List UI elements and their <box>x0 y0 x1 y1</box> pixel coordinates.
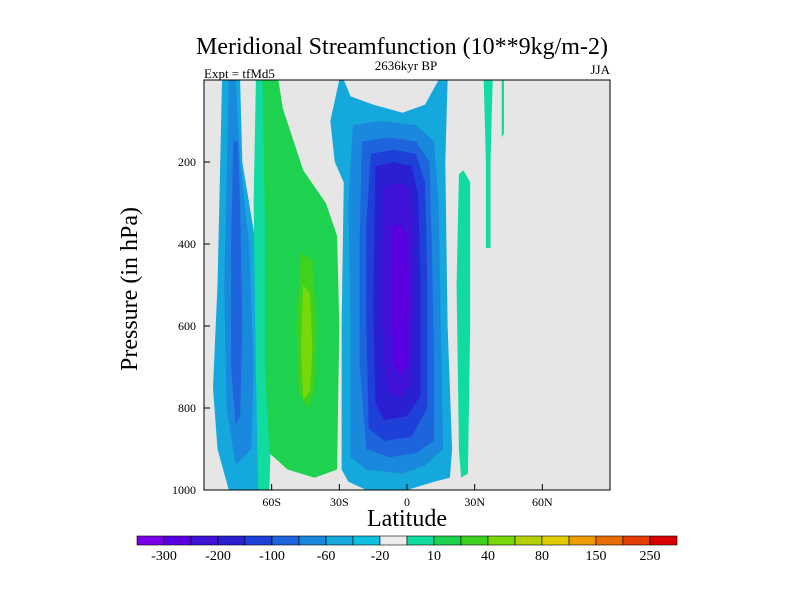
y-tick-label: 400 <box>178 237 196 251</box>
colorbar-label: -20 <box>371 549 390 564</box>
y-axis-ticks: 200 400 600 800 1000 <box>172 155 210 497</box>
y-tick-label: 600 <box>178 319 196 333</box>
colorbar-swatch <box>406 535 435 546</box>
colorbar-swatch <box>271 535 300 546</box>
experiment-label: Expt = tfMd5 <box>204 66 275 81</box>
colorbar-swatch <box>514 535 543 546</box>
colorbar-swatch <box>568 535 597 546</box>
x-tick-label: 0 <box>404 495 410 509</box>
colorbar-swatch <box>487 535 516 546</box>
colorbar-label: 10 <box>427 549 441 564</box>
colorbar-swatch <box>622 535 651 546</box>
x-axis-ticks: 60S 30S 0 30N 60N <box>262 484 553 509</box>
x-tick-label: 60N <box>532 495 553 509</box>
colorbar-label: -200 <box>205 549 231 564</box>
colorbar-label: 80 <box>535 549 549 564</box>
colorbar-swatch <box>460 535 489 546</box>
colorbar-label: 150 <box>586 549 607 564</box>
colorbar-swatch <box>325 535 354 546</box>
region-eq-purple-core <box>391 223 410 376</box>
colorbar-swatch <box>541 535 570 546</box>
colorbar-label: 250 <box>640 549 661 564</box>
region-nh-teal-high <box>483 80 493 249</box>
x-tick-label: 30N <box>464 495 485 509</box>
colorbar-swatch <box>379 535 408 546</box>
colorbar-swatch <box>352 535 381 546</box>
colorbar-label: -60 <box>317 549 336 564</box>
colorbar-swatch <box>190 535 219 546</box>
y-tick-label: 200 <box>178 155 196 169</box>
contour-regions <box>213 80 504 490</box>
colorbar-swatch <box>136 535 165 546</box>
colorbar-swatch <box>433 535 462 546</box>
y-tick-label: 800 <box>178 401 196 415</box>
period-label: 2636kyr BP <box>375 58 437 73</box>
x-tick-label: 30S <box>330 495 349 509</box>
region-sh-yellow-green <box>301 285 313 400</box>
colorbar-swatch <box>298 535 327 546</box>
region-nh-teal-thin <box>456 170 471 478</box>
x-tick-label: 60S <box>262 495 281 509</box>
x-axis-label: Latitude <box>367 506 447 532</box>
colorbar-label: 40 <box>481 549 495 564</box>
colorbar-swatch <box>163 535 192 546</box>
season-label: JJA <box>590 62 610 77</box>
colorbar-swatch <box>217 535 246 546</box>
region-nh-teal-sliver <box>501 80 504 138</box>
colorbar-label: -300 <box>151 549 177 564</box>
colorbar: -300 -200 -100 -60 -20 10 40 80 150 250 <box>136 535 678 564</box>
colorbar-swatch <box>649 535 678 546</box>
chart-title: Meridional Streamfunction (10**9kg/m-2) <box>196 34 608 60</box>
colorbar-label: -100 <box>259 549 285 564</box>
colorbar-swatch <box>595 535 624 546</box>
colorbar-swatch <box>244 535 273 546</box>
region-sh-core-blue <box>231 141 243 425</box>
y-axis-label: Pressure (in hPa) <box>117 207 143 371</box>
y-tick-label: 1000 <box>172 483 196 497</box>
